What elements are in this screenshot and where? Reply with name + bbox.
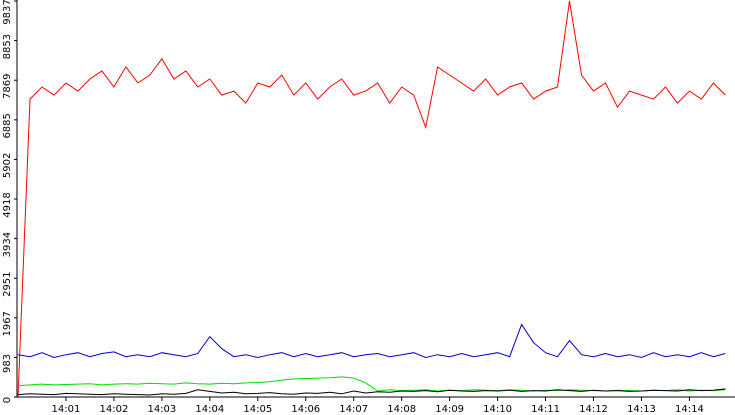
y-tick-label: 983 bbox=[2, 354, 13, 373]
y-tick-label: 1967 bbox=[2, 311, 13, 336]
x-tick-label: 14:09 bbox=[435, 404, 464, 415]
y-tick-label: 3934 bbox=[2, 232, 13, 257]
x-tick-label: 14:13 bbox=[627, 404, 656, 415]
x-tick-label: 14:14 bbox=[675, 404, 704, 415]
y-tick-label: 5902 bbox=[2, 153, 13, 178]
x-tick-label: 14:12 bbox=[579, 404, 608, 415]
series-line bbox=[17, 323, 726, 359]
x-tick-label: 14:02 bbox=[100, 404, 129, 415]
y-tick-label: 4918 bbox=[2, 192, 13, 217]
y-tick-label: 8853 bbox=[2, 34, 13, 59]
x-tick-label: 14:03 bbox=[147, 404, 176, 415]
x-tick-label: 14:04 bbox=[195, 404, 224, 415]
x-tick-label: 14:07 bbox=[339, 404, 368, 415]
y-tick-label: 7869 bbox=[2, 73, 13, 98]
x-tick-label: 14:11 bbox=[531, 404, 560, 415]
x-tick-label: 14:08 bbox=[387, 404, 416, 415]
y-tick-label: 9837 bbox=[2, 0, 13, 25]
x-tick-label: 14:10 bbox=[483, 404, 512, 415]
x-tick-label: 14:05 bbox=[243, 404, 272, 415]
series-line bbox=[17, 376, 726, 392]
y-tick-label: 2951 bbox=[2, 271, 13, 296]
x-tick-label: 14:06 bbox=[291, 404, 320, 415]
x-tick-label: 14:01 bbox=[52, 404, 81, 415]
y-tick-label: 6885 bbox=[2, 113, 13, 138]
series-line bbox=[17, 0, 726, 398]
y-tick-label: 0 bbox=[2, 397, 13, 403]
series-line bbox=[17, 388, 726, 396]
